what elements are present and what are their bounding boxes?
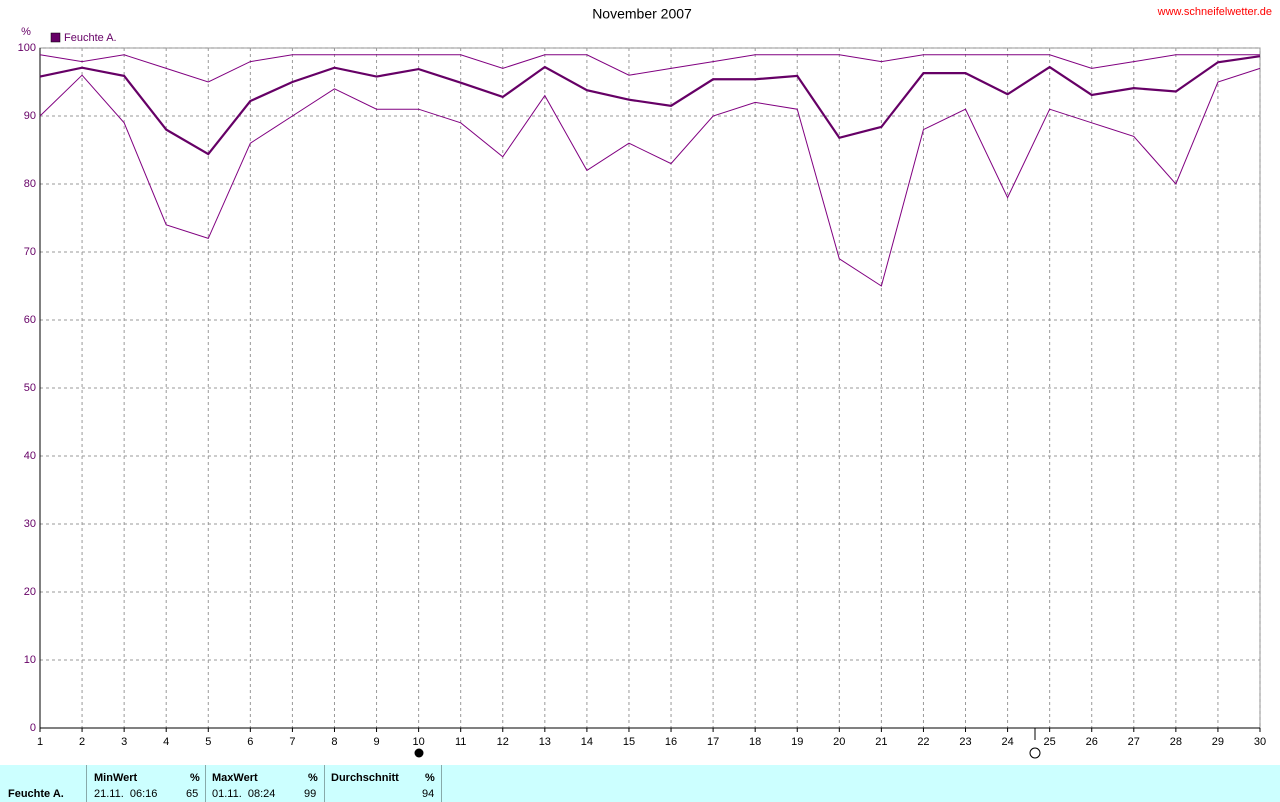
x-tick-label: 11 xyxy=(455,736,466,748)
col-header: Durchschnitt xyxy=(331,772,399,784)
y-tick-label: 50 xyxy=(24,382,36,394)
x-tick-label: 8 xyxy=(331,736,337,748)
x-tick-label: 27 xyxy=(1128,736,1140,748)
line-series xyxy=(39,67,1261,287)
x-tick-label: 14 xyxy=(581,736,593,748)
x-tick-label: 29 xyxy=(1212,736,1224,748)
divider xyxy=(86,765,87,802)
x-tick-label: 18 xyxy=(749,736,761,748)
y-tick-label: 100 xyxy=(18,42,36,54)
x-tick-label: 21 xyxy=(875,736,887,748)
x-tick-label: 20 xyxy=(833,736,845,748)
x-tick-label: 3 xyxy=(121,736,127,748)
divider xyxy=(441,765,442,802)
x-tick-label: 23 xyxy=(959,736,971,748)
x-tick-label: 17 xyxy=(707,736,719,748)
x-tick-label: 26 xyxy=(1086,736,1098,748)
y-tick-label: 80 xyxy=(24,178,36,190)
legend-swatch xyxy=(50,32,61,43)
col-unit: % xyxy=(190,772,200,784)
x-tick-label: 1 xyxy=(37,736,43,748)
y-tick-label: 20 xyxy=(24,586,36,598)
x-tick-label: 9 xyxy=(373,736,379,748)
x-tick-label: 22 xyxy=(917,736,929,748)
row-label: Feuchte A. xyxy=(8,788,64,800)
x-tick-label: 6 xyxy=(247,736,253,748)
y-tick-label: 0 xyxy=(30,722,36,734)
y-tick-label: 10 xyxy=(24,654,36,666)
col-value: 94 xyxy=(422,788,435,800)
chart-title: November 2007 xyxy=(592,6,692,22)
x-tick-label: 2 xyxy=(79,736,85,748)
legend-label: Feuchte A. xyxy=(64,32,117,44)
x-tick-label: 30 xyxy=(1254,736,1266,748)
moon-full-icon xyxy=(414,748,424,758)
col-value: 65 xyxy=(186,788,199,800)
y-tick-label: 30 xyxy=(24,518,36,530)
col-header: MinWert xyxy=(94,772,138,784)
col-time: 21.11. 06:16 xyxy=(94,788,158,800)
col-unit: % xyxy=(425,772,435,784)
x-tick-label: 4 xyxy=(163,736,169,748)
chart: November 2007 www.schneifelwetter.de % F… xyxy=(18,6,1272,759)
line-series xyxy=(39,55,1261,156)
y-axis-label: % xyxy=(21,26,31,38)
x-tick-label: 16 xyxy=(665,736,677,748)
divider xyxy=(324,765,325,802)
x-tick-label: 12 xyxy=(497,736,509,748)
x-tick-label: 5 xyxy=(205,736,211,748)
col-value: 99 xyxy=(304,788,317,800)
col-header: MaxWert xyxy=(212,772,258,784)
x-tick-label: 13 xyxy=(539,736,551,748)
x-tick-label: 25 xyxy=(1044,736,1056,748)
x-tick-label: 28 xyxy=(1170,736,1182,748)
x-tick-label: 10 xyxy=(412,736,424,748)
divider xyxy=(205,765,206,802)
y-tick-label: 90 xyxy=(24,110,36,122)
y-tick-label: 70 xyxy=(24,246,36,258)
y-tick-label: 40 xyxy=(24,450,36,462)
col-unit: % xyxy=(308,772,318,784)
x-tick-label: 7 xyxy=(289,736,295,748)
x-tick-label: 19 xyxy=(791,736,803,748)
moon-new-icon xyxy=(1029,747,1041,759)
col-time: 01.11. 08:24 xyxy=(212,788,276,800)
source: www.schneifelwetter.de xyxy=(1157,6,1272,18)
x-tick-label: 15 xyxy=(623,736,635,748)
line-series xyxy=(39,54,1260,83)
y-tick-label: 60 xyxy=(24,314,36,326)
x-tick-label: 24 xyxy=(1001,736,1013,748)
stats-table: Feuchte A. MinWert % 21.11. 06:16 65 Max… xyxy=(0,765,1280,802)
